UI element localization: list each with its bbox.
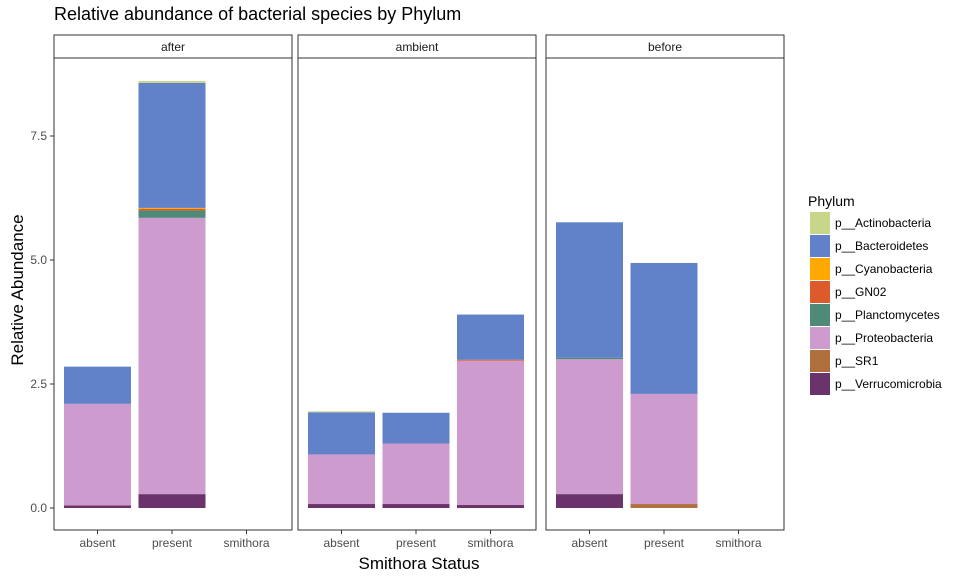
y-tick-label: 2.5 — [30, 377, 47, 391]
x-tick-label: smithora — [715, 536, 761, 550]
y-axis-title: Relative Abundance — [8, 214, 27, 365]
bar-segment-p-bacteroidetes — [556, 222, 623, 358]
facet-panels: after ambient before — [53, 34, 785, 531]
x-tick-label: smithora — [223, 536, 269, 550]
bar-segment-p-bacteroidetes — [382, 412, 450, 444]
y-axis: 0.0 2.5 5.0 7.5 — [30, 129, 54, 515]
legend-swatch — [810, 281, 830, 303]
legend-swatch — [810, 304, 830, 326]
facet-after: after — [53, 34, 293, 531]
legend-label: p__Planctomycetes — [835, 308, 940, 322]
bar-segment-p-actinobacteria — [138, 80, 206, 83]
legend-swatch — [810, 212, 830, 234]
bar-segment-p-planctomycetes — [556, 357, 623, 360]
x-tick-label: absent — [571, 536, 608, 550]
bar-segment-p-verrucomicrobia — [556, 494, 623, 508]
legend-swatch — [810, 327, 830, 349]
legend-item: p__Proteobacteria — [810, 327, 933, 349]
bar-segment-p-verrucomicrobia — [308, 504, 375, 508]
x-tick-label: smithora — [467, 536, 513, 550]
legend-swatch — [810, 235, 830, 257]
bar-segment-p-bacteroidetes — [308, 412, 375, 455]
bar-segment-p-gn02 — [138, 208, 206, 211]
legend-swatch — [810, 258, 830, 280]
legend-item: p__GN02 — [810, 281, 887, 303]
legend-label: p__Bacteroidetes — [835, 239, 928, 253]
panel-border — [297, 57, 537, 531]
bar-segment-p-proteobacteria — [630, 393, 698, 505]
legend-item: p__SR1 — [810, 350, 879, 372]
panel-border — [53, 57, 293, 531]
chart-title: Relative abundance of bacterial species … — [54, 4, 461, 24]
y-tick-label: 5.0 — [30, 253, 47, 267]
x-tick-label: present — [644, 536, 685, 550]
bar-segment-p-proteobacteria — [64, 403, 131, 506]
bar-segment-p-proteobacteria — [382, 443, 450, 505]
facet-strip-label: ambient — [396, 40, 439, 54]
legend-label: p__Verrucomicrobia — [835, 377, 942, 391]
bar-segment-p-sr1 — [630, 504, 698, 508]
bar-segment-p-verrucomicrobia — [138, 494, 206, 508]
legend-swatch — [810, 373, 830, 395]
x-axis-title: Smithora Status — [359, 554, 480, 573]
legend-label: p__Cyanobacteria — [835, 262, 933, 276]
legend-item: p__Verrucomicrobia — [810, 373, 942, 395]
y-tick-label: 7.5 — [30, 129, 47, 143]
legend-item: p__Cyanobacteria — [810, 258, 933, 280]
bar-segment-p-bacteroidetes — [64, 366, 131, 404]
legend-label: p__SR1 — [835, 354, 879, 368]
bar-segment-p-proteobacteria — [138, 217, 206, 495]
bar-segment-p-verrucomicrobia — [457, 505, 524, 508]
legend-item: p__Actinobacteria — [810, 212, 931, 234]
legend-item: p__Planctomycetes — [810, 304, 940, 326]
bar-segment-p-proteobacteria — [308, 454, 375, 505]
facet-strip-label: before — [648, 40, 682, 54]
bar-segment-p-gn02 — [457, 359, 524, 361]
bar-segment-p-bacteroidetes — [138, 82, 206, 208]
facet-ambient: ambient — [297, 34, 537, 531]
bar-segment-p-verrucomicrobia — [64, 505, 131, 508]
facet-before: before — [545, 34, 785, 531]
panel-border — [545, 57, 785, 531]
bar-segment-p-bacteroidetes — [457, 314, 524, 360]
x-tick-label: absent — [323, 536, 360, 550]
bar-segment-p-verrucomicrobia — [382, 504, 450, 508]
legend: Phylum p__Actinobacteria p__Bacteroidetes… — [808, 193, 942, 395]
legend-label: p__Proteobacteria — [835, 331, 933, 345]
bar-segment-p-actinobacteria — [308, 411, 375, 413]
bar-segment-p-planctomycetes — [138, 210, 206, 218]
legend-label: p__GN02 — [835, 285, 887, 299]
x-tick-label: present — [152, 536, 193, 550]
bar-segment-p-cyanobacteria — [138, 207, 206, 209]
legend-swatch — [810, 350, 830, 372]
bar-segment-p-proteobacteria — [556, 359, 623, 495]
facet-strip-label: after — [161, 40, 185, 54]
x-tick-label: present — [396, 536, 437, 550]
legend-title: Phylum — [808, 193, 855, 209]
legend-item: p__Bacteroidetes — [810, 235, 928, 257]
legend-label: p__Actinobacteria — [835, 216, 931, 230]
bar-segment-p-bacteroidetes — [630, 262, 698, 394]
bar-segment-p-proteobacteria — [457, 360, 524, 506]
x-tick-label: absent — [79, 536, 116, 550]
x-axis: absent present smithora absent present smitho… — [79, 530, 762, 550]
y-tick-label: 0.0 — [30, 501, 47, 515]
